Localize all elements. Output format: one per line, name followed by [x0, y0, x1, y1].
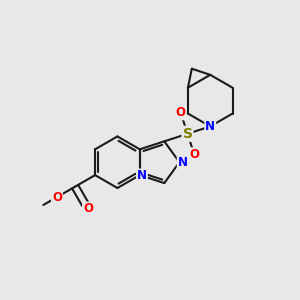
Text: N: N — [205, 120, 215, 133]
Text: O: O — [189, 148, 199, 161]
Text: O: O — [176, 106, 186, 119]
Text: N: N — [137, 169, 147, 182]
Text: S: S — [182, 127, 193, 141]
Text: O: O — [83, 202, 93, 215]
Text: O: O — [52, 190, 62, 204]
Text: N: N — [178, 156, 188, 169]
